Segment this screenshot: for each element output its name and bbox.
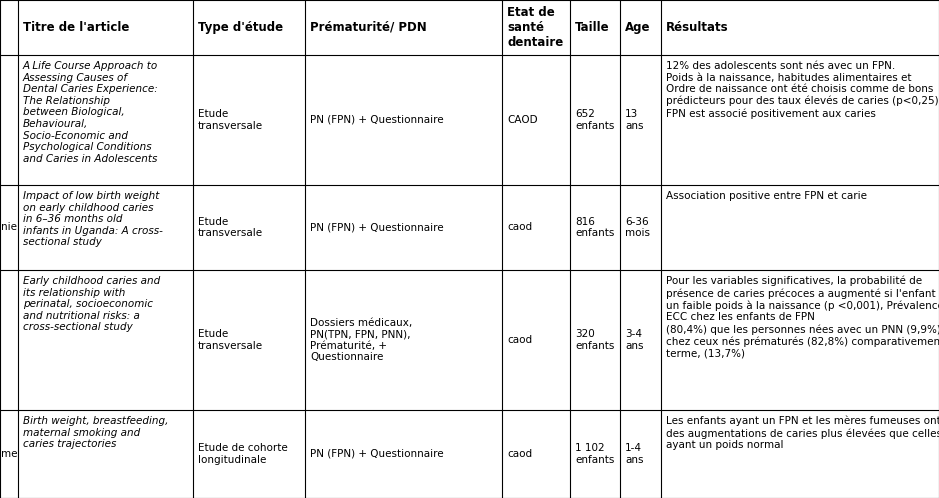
Text: Etude de cohorte
longitudinale: Etude de cohorte longitudinale — [198, 443, 287, 465]
Text: 13
ans: 13 ans — [625, 109, 643, 131]
Text: 816
enfants: 816 enfants — [575, 217, 614, 239]
Text: Etude
transversale: Etude transversale — [198, 329, 263, 351]
Text: Titre de l'article: Titre de l'article — [23, 21, 130, 34]
Text: Etude
transversale: Etude transversale — [198, 109, 263, 131]
Text: 1-4
ans: 1-4 ans — [625, 443, 643, 465]
Text: Les enfants ayant un FPN et les mères fumeuses ont eu
des augmentations de carie: Les enfants ayant un FPN et les mères fu… — [666, 416, 939, 450]
Text: Dossiers médicaux,
PN(TPN, FPN, PNN),
Prématurité, +
Questionnaire: Dossiers médicaux, PN(TPN, FPN, PNN), Pr… — [310, 318, 412, 363]
Text: nie: nie — [1, 223, 17, 233]
Text: Etat de
santé
dentaire: Etat de santé dentaire — [507, 6, 563, 49]
Text: Type d'étude: Type d'étude — [198, 21, 284, 34]
Text: Résultats: Résultats — [666, 21, 729, 34]
Text: me: me — [1, 449, 17, 459]
Text: Association positive entre FPN et carie: Association positive entre FPN et carie — [666, 191, 867, 201]
Text: Impact of low birth weight
on early childhood caries
in 6–36 months old
infants : Impact of low birth weight on early chil… — [23, 191, 162, 248]
Text: Taille: Taille — [575, 21, 609, 34]
Text: CAOD: CAOD — [507, 115, 538, 125]
Text: 652
enfants: 652 enfants — [575, 109, 614, 131]
Text: Age: Age — [625, 21, 651, 34]
Text: 3-4
ans: 3-4 ans — [625, 329, 643, 351]
Text: 1 102
enfants: 1 102 enfants — [575, 443, 614, 465]
Text: Etude
transversale: Etude transversale — [198, 217, 263, 239]
Text: Prématurité/ PDN: Prématurité/ PDN — [310, 21, 426, 34]
Text: 12% des adolescents sont nés avec un FPN.
Poids à la naissance, habitudes alimen: 12% des adolescents sont nés avec un FPN… — [666, 61, 939, 119]
Text: A Life Course Approach to
Assessing Causes of
Dental Caries Experience:
The Rela: A Life Course Approach to Assessing Caus… — [23, 61, 159, 164]
Text: PN (FPN) + Questionnaire: PN (FPN) + Questionnaire — [310, 115, 443, 125]
Text: PN (FPN) + Questionnaire: PN (FPN) + Questionnaire — [310, 449, 443, 459]
Text: caod: caod — [507, 223, 532, 233]
Text: Birth weight, breastfeeding,
maternal smoking and
caries trajectories: Birth weight, breastfeeding, maternal sm… — [23, 416, 168, 449]
Text: 320
enfants: 320 enfants — [575, 329, 614, 351]
Text: 6-36
mois: 6-36 mois — [625, 217, 650, 239]
Text: Pour les variables significatives, la probabilité de
présence de caries précoces: Pour les variables significatives, la pr… — [666, 276, 939, 359]
Text: caod: caod — [507, 449, 532, 459]
Text: Early childhood caries and
its relationship with
perinatal, socioeconomic
and nu: Early childhood caries and its relations… — [23, 276, 161, 332]
Text: caod: caod — [507, 335, 532, 345]
Text: PN (FPN) + Questionnaire: PN (FPN) + Questionnaire — [310, 223, 443, 233]
